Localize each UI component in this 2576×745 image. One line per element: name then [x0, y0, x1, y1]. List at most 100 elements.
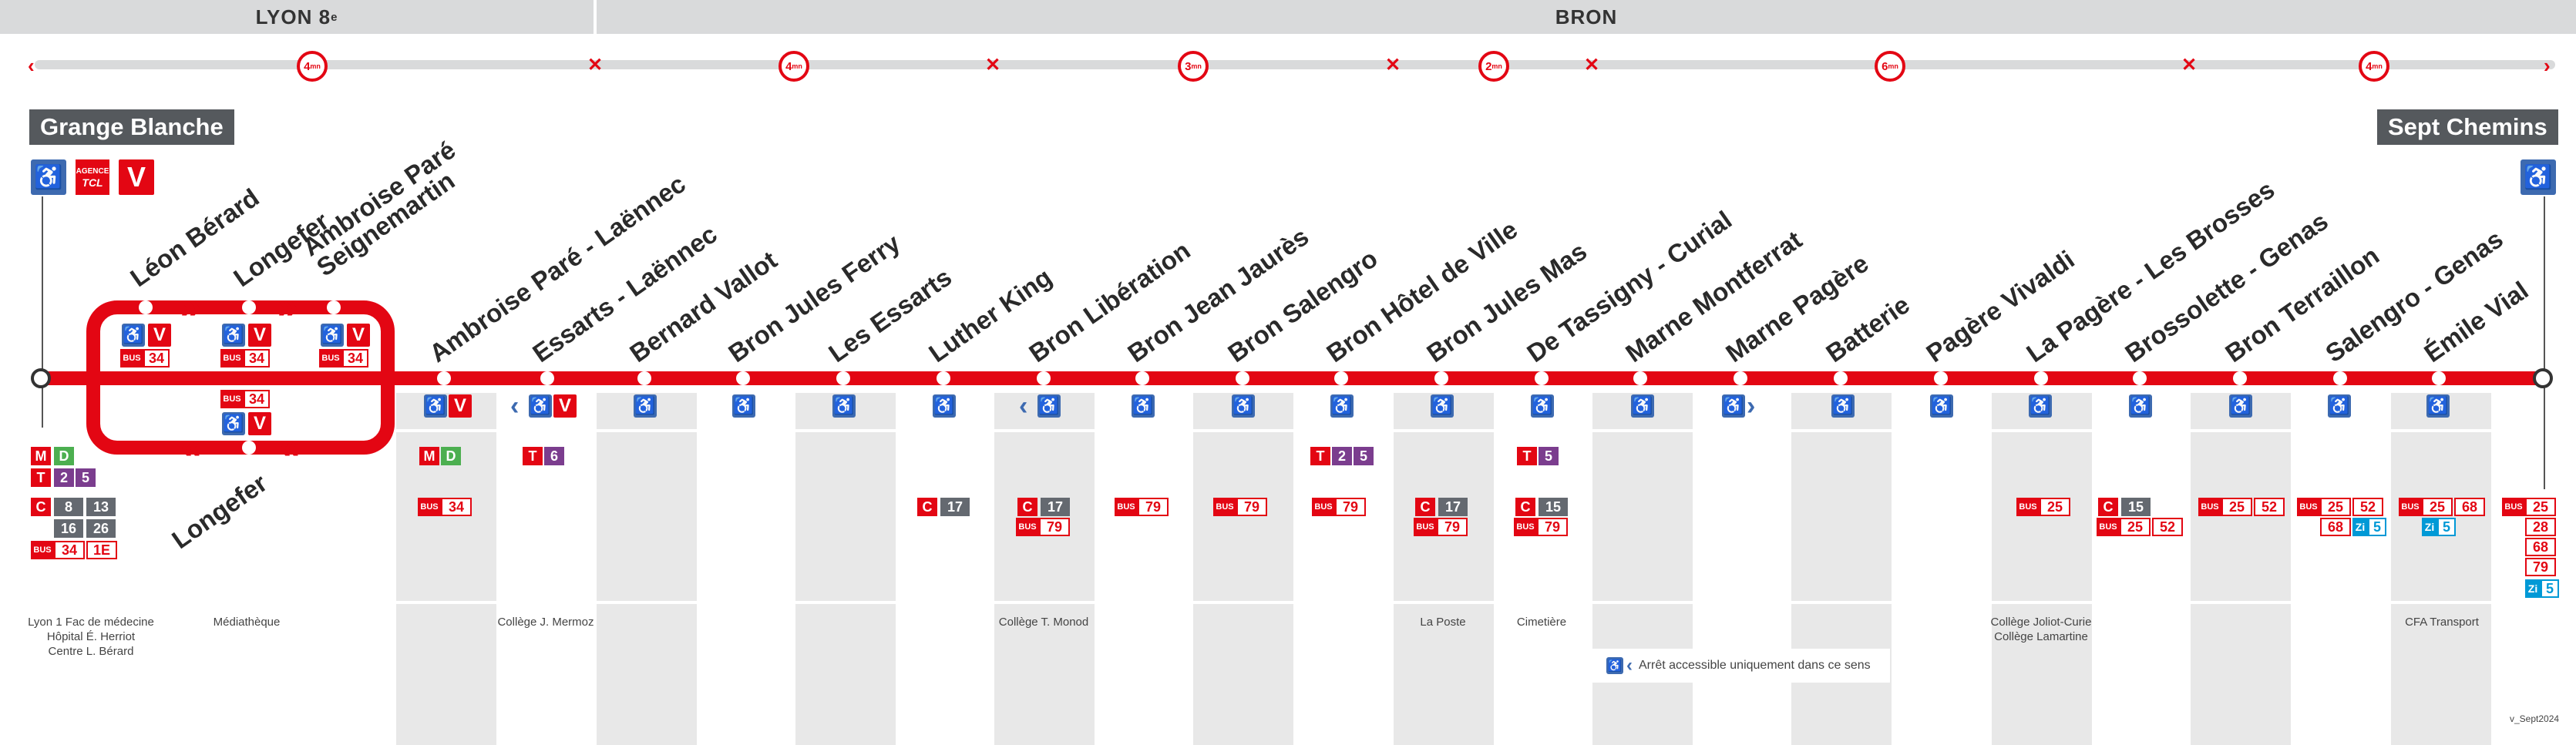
tram-badge: T — [1310, 447, 1330, 465]
station-dot[interactable] — [139, 300, 153, 314]
wheelchair-icon: ♿ — [1132, 394, 1155, 418]
bus-line: 34 — [54, 541, 85, 559]
divider — [0, 429, 2576, 432]
tram-badge: 6 — [544, 447, 564, 465]
c-line: 26 — [86, 519, 116, 538]
station-dot[interactable] — [1135, 371, 1149, 385]
c-line: 17 — [1438, 498, 1468, 516]
c-line: 17 — [1041, 498, 1070, 516]
wheelchair-icon: ♿ — [1631, 394, 1654, 418]
c-line: 13 — [86, 498, 116, 516]
station-dot[interactable] — [637, 371, 651, 385]
wheelchair-icon: ♿ — [222, 412, 245, 435]
one-way-arrow-icon: › — [1747, 391, 1756, 421]
bus-line: 68 — [2454, 498, 2485, 516]
station-dot[interactable] — [1734, 371, 1747, 385]
station-dot[interactable] — [1934, 371, 1948, 385]
station-dot[interactable] — [736, 371, 750, 385]
poi-label: Collège Joliot-Curie Collège Lamartine — [1990, 616, 2092, 643]
bus-line: 34 — [244, 390, 271, 408]
station-dot[interactable] — [937, 371, 950, 385]
bus-line: 79 — [1335, 498, 1366, 516]
station-name: Bron Libération — [1024, 235, 1196, 368]
bus-line: 25 — [2320, 498, 2351, 516]
wheelchair-icon: ♿ — [2521, 159, 2556, 195]
station-dot[interactable] — [540, 371, 554, 385]
zi-tag: Zi — [2525, 579, 2541, 598]
bus-tag: BUS — [1312, 498, 1335, 516]
station-name: Bron Jules Ferry — [723, 228, 906, 368]
bus-line: 79 — [1537, 518, 1568, 536]
wheelchair-icon: ♿ — [1431, 394, 1454, 418]
station-dot[interactable] — [1834, 371, 1848, 385]
bus-tag: BUS — [2198, 498, 2221, 516]
route-line — [42, 371, 2544, 385]
wheelchair-icon: ♿ — [2129, 394, 2152, 418]
bus-line: 34 — [244, 349, 271, 367]
bus-line: 79 — [1437, 518, 1468, 536]
bus-tag: BUS — [2399, 498, 2422, 516]
one-way-arrow-icon: ‹ — [1626, 655, 1633, 676]
wheelchair-icon: ♿ — [2229, 394, 2252, 418]
bus-line: 25 — [2120, 518, 2151, 536]
station-dot[interactable] — [1434, 371, 1448, 385]
travel-time: 4 mn — [297, 51, 328, 82]
zi-line: 5 — [2541, 579, 2560, 598]
station-dot[interactable] — [836, 371, 850, 385]
wheelchair-icon: ♿ — [1930, 394, 1953, 418]
zi-line: 5 — [2437, 518, 2457, 536]
wheelchair-icon: ♿ — [424, 394, 447, 418]
poi-label: La Poste — [1420, 616, 1466, 629]
station-dot[interactable] — [437, 371, 451, 385]
bus-line: 52 — [2352, 498, 2383, 516]
station-dot[interactable] — [1334, 371, 1348, 385]
bus-tag: BUS — [1115, 498, 1138, 516]
travel-time: 4 mn — [779, 51, 809, 82]
column-bg — [1992, 393, 2092, 745]
station-dot[interactable] — [1236, 371, 1249, 385]
station-dot[interactable] — [2034, 371, 2048, 385]
column-bg — [1394, 393, 1494, 745]
station-dot[interactable] — [242, 300, 256, 314]
poi-label: Médiathèque — [213, 616, 281, 629]
metro-badge: D — [441, 447, 461, 465]
station-dot[interactable] — [242, 441, 256, 455]
zone-bron: BRON — [597, 0, 2576, 34]
wheelchair-icon: ♿ — [321, 324, 344, 347]
one-way-arrow-icon: ‹ — [510, 391, 520, 421]
direction-arrow-icon: » — [277, 286, 298, 327]
velov-icon: V — [449, 394, 472, 418]
station-dot[interactable] — [1037, 371, 1051, 385]
station-dot[interactable] — [2432, 371, 2446, 385]
bus-tag: BUS — [1414, 518, 1437, 536]
term-line — [42, 196, 43, 428]
bus-line: 34 — [441, 498, 472, 516]
station-dot[interactable] — [2133, 371, 2147, 385]
terminus-end: Sept Chemins — [2377, 109, 2558, 145]
travel-time: 6 mn — [1875, 51, 1905, 82]
velov-icon: V — [553, 394, 577, 418]
station-name: Batterie — [1821, 290, 1915, 368]
tram-badge: T — [523, 447, 543, 465]
station-dot[interactable] — [1633, 371, 1647, 385]
arrow-right-icon: › — [2544, 54, 2551, 77]
bus-tag: BUS — [2097, 518, 2120, 536]
wheelchair-icon: ♿ — [529, 394, 552, 418]
metro-badge: M — [31, 447, 51, 465]
wheelchair-icon: ♿ — [1330, 394, 1354, 418]
bus-line: 28 — [2525, 518, 2556, 536]
bus-line: 79 — [1039, 518, 1070, 536]
bus-line: 34 — [342, 349, 369, 367]
station-name: Ambroise Paré Seignemartin — [297, 135, 461, 282]
tram-badge: 5 — [1539, 447, 1559, 465]
station-dot[interactable] — [1535, 371, 1549, 385]
station-dot[interactable] — [327, 300, 341, 314]
station-dot[interactable] — [2333, 371, 2347, 385]
bus-line: 25 — [2422, 498, 2453, 516]
velov-icon: V — [248, 324, 271, 347]
bus-line: 34 — [143, 349, 170, 367]
version-label: v_Sept2024 — [2510, 713, 2560, 724]
direction-arrow-icon: » — [180, 286, 201, 327]
column-bg — [1193, 393, 1293, 745]
station-dot[interactable] — [2233, 371, 2247, 385]
